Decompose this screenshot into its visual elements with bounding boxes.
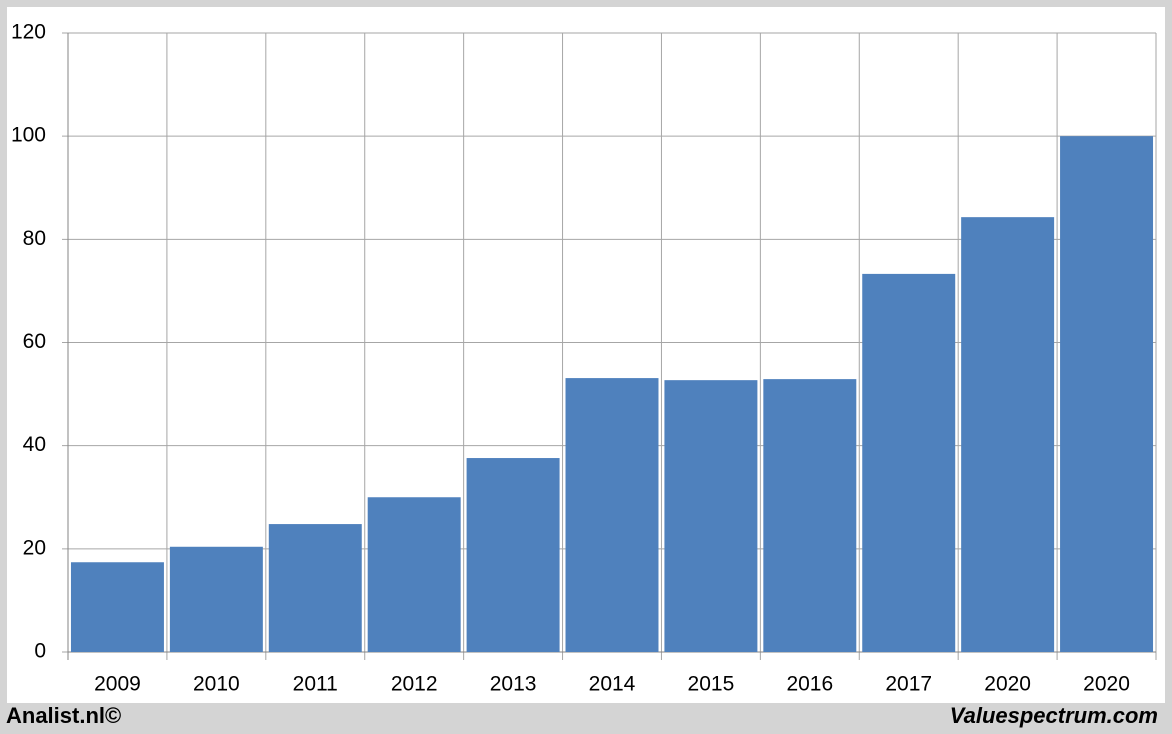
y-tick-label: 100	[11, 124, 46, 147]
bar	[367, 497, 461, 652]
x-tick-label: 2016	[786, 673, 833, 696]
y-tick-label: 20	[23, 536, 46, 559]
bar	[268, 524, 362, 652]
watermark: Valuespectrum.com	[950, 703, 1158, 728]
bar	[1060, 136, 1154, 652]
x-tick-label: 2017	[885, 673, 932, 696]
x-tick-label: 2012	[391, 673, 438, 696]
x-tick-label: 2020	[984, 673, 1031, 696]
bar	[466, 458, 560, 652]
x-tick-label: 2015	[688, 673, 735, 696]
x-tick-label: 2010	[193, 673, 240, 696]
source-label: Analist.nl©	[6, 703, 121, 728]
x-tick-label: 2020	[1083, 673, 1130, 696]
x-tick-label: 2009	[94, 673, 141, 696]
bar	[565, 378, 659, 652]
bar	[862, 273, 956, 652]
x-tick-label: 2014	[589, 673, 636, 696]
y-tick-label: 120	[11, 21, 46, 44]
y-tick-label: 60	[23, 330, 46, 353]
y-tick-label: 80	[23, 227, 46, 250]
x-tick-label: 2013	[490, 673, 537, 696]
bar	[169, 546, 263, 652]
x-tick-label: 2011	[293, 673, 338, 696]
y-tick-label: 0	[34, 640, 46, 663]
bar	[961, 217, 1055, 652]
y-tick-label: 40	[23, 433, 46, 456]
bar	[763, 379, 857, 652]
bar	[664, 380, 758, 652]
bar	[70, 562, 164, 652]
